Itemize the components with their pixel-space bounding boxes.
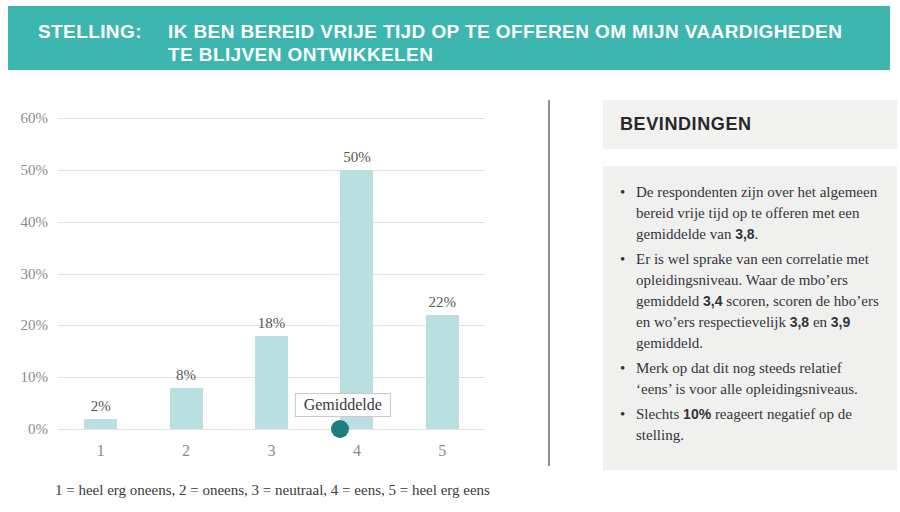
x-tick-label: 4 <box>327 441 387 461</box>
y-tick-label: 40% <box>0 213 48 231</box>
y-tick-label: 60% <box>0 109 48 127</box>
vertical-divider <box>548 100 550 466</box>
gridline <box>58 274 485 275</box>
findings-list: De respondenten zijn over het algemeen b… <box>619 182 881 446</box>
y-tick-label: 20% <box>0 316 48 334</box>
bar <box>426 315 459 429</box>
y-tick-label: 30% <box>0 265 48 283</box>
bar <box>340 170 373 429</box>
findings-title: BEVINDINGEN <box>620 100 897 149</box>
findings-header: BEVINDINGEN <box>603 100 897 149</box>
y-tick-label: 0% <box>0 420 48 438</box>
mean-dot <box>331 420 349 438</box>
bar <box>255 336 288 429</box>
gridline <box>58 170 485 171</box>
mean-label: Gemiddelde <box>295 393 391 417</box>
gridline <box>58 222 485 223</box>
bar-value-label: 22% <box>412 293 472 311</box>
scale-footnote: 1 = heel erg oneens, 2 = oneens, 3 = neu… <box>55 482 490 499</box>
y-tick-label: 50% <box>0 161 48 179</box>
gridline <box>58 118 485 119</box>
report-page: STELLING: IK BEN BEREID VRIJE TIJD OP TE… <box>0 0 900 512</box>
finding-item: Merk op dat dit nog steeds relatief ‘een… <box>619 358 881 400</box>
finding-item: De respondenten zijn over het algemeen b… <box>619 182 881 245</box>
bar-value-label: 2% <box>71 397 131 415</box>
x-tick-label: 2 <box>156 441 216 461</box>
bar <box>84 419 117 429</box>
finding-item: Er is wel sprake van een correlatie met … <box>619 249 881 354</box>
bar-value-label: 50% <box>327 148 387 166</box>
x-tick-label: 3 <box>242 441 302 461</box>
findings-panel: De respondenten zijn over het algemeen b… <box>603 166 897 470</box>
bar-value-label: 8% <box>156 366 216 384</box>
x-tick-label: 5 <box>412 441 472 461</box>
bar-value-label: 18% <box>242 314 302 332</box>
x-tick-label: 1 <box>71 441 131 461</box>
gridline <box>58 429 485 430</box>
finding-item: Slechts 10% reageert negatief op de stel… <box>619 404 881 446</box>
y-tick-label: 10% <box>0 368 48 386</box>
bar <box>170 388 203 429</box>
